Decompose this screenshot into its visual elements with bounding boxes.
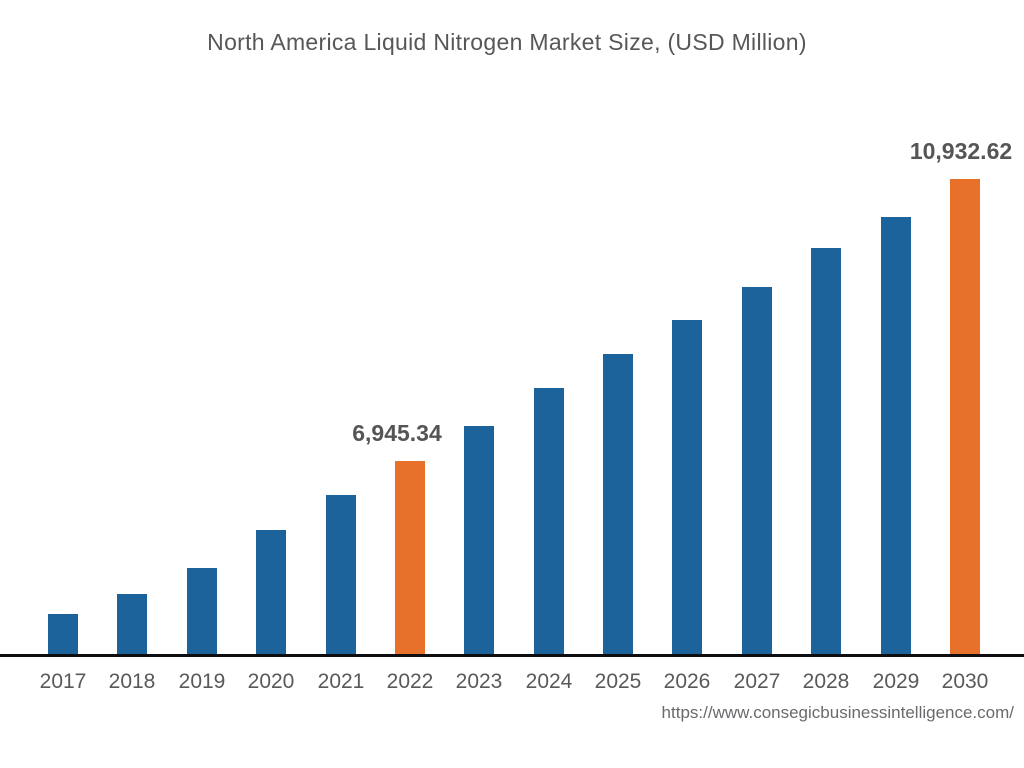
bar-2018 (117, 594, 147, 656)
x-tick-2027: 2027 (733, 670, 781, 693)
bar-2021 (326, 495, 356, 656)
bar-2027 (742, 287, 772, 656)
x-tick-2025: 2025 (594, 670, 642, 693)
x-tick-2030: 2030 (941, 670, 989, 693)
x-tick-2023: 2023 (455, 670, 503, 693)
x-tick-2029: 2029 (872, 670, 920, 693)
x-tick-2017: 2017 (39, 670, 87, 693)
x-tick-2021: 2021 (317, 670, 365, 693)
data-label-2022: 6,945.34 (352, 420, 442, 446)
data-label-2030: 10,932.62 (909, 138, 1013, 164)
x-tick-2022: 2022 (386, 670, 434, 693)
bar-2022 (395, 461, 425, 656)
x-tick-2026: 2026 (663, 670, 711, 693)
bar-2017 (48, 614, 78, 656)
x-tick-2018: 2018 (108, 670, 156, 693)
bar-2029 (881, 217, 911, 656)
bar-2023 (464, 426, 494, 656)
x-tick-2024: 2024 (525, 670, 573, 693)
bar-2024 (534, 388, 564, 656)
bar-2025 (603, 354, 633, 656)
x-tick-2020: 2020 (247, 670, 295, 693)
chart-title: North America Liquid Nitrogen Market Siz… (207, 29, 807, 55)
x-axis-line (0, 654, 1024, 657)
bar-2020 (256, 530, 286, 656)
bar-2030 (950, 179, 980, 656)
x-tick-2019: 2019 (178, 670, 226, 693)
bar-2028 (811, 248, 841, 656)
x-tick-2028: 2028 (802, 670, 850, 693)
bar-2019 (187, 568, 217, 656)
source-url-link[interactable]: https://www.consegicbusinessintelligence… (661, 703, 1014, 722)
bar-2026 (672, 320, 702, 656)
